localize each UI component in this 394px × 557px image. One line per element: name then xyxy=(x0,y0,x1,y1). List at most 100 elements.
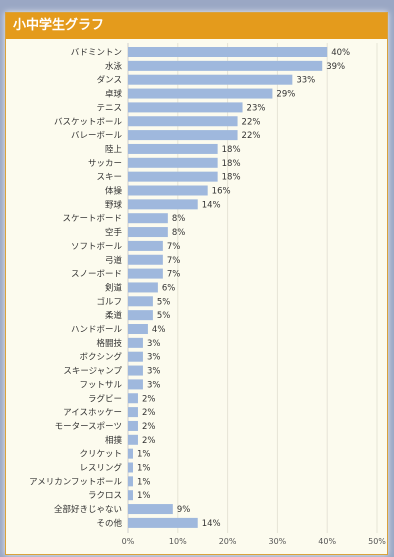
bar xyxy=(128,393,138,404)
category-label: 体操 xyxy=(105,186,123,197)
bar xyxy=(128,240,163,251)
data-label: 3% xyxy=(147,353,161,363)
data-label: 29% xyxy=(276,90,295,100)
category-label: 剣道 xyxy=(105,282,123,293)
bar xyxy=(128,324,148,334)
category-label: クリケット xyxy=(79,450,122,460)
category-label: モータースポーツ xyxy=(55,422,122,432)
data-label: 22% xyxy=(242,117,261,127)
x-tick-label: 0% xyxy=(122,537,135,546)
category-label: レスリング xyxy=(79,463,122,474)
category-label: 卓球 xyxy=(105,89,123,100)
data-label: 2% xyxy=(142,394,156,404)
bar xyxy=(128,504,173,515)
data-label: 2% xyxy=(142,436,156,446)
category-label: 柔道 xyxy=(105,310,123,321)
bar xyxy=(128,213,168,224)
data-label: 39% xyxy=(326,62,345,72)
data-label: 5% xyxy=(157,297,171,307)
data-label: 6% xyxy=(162,283,176,293)
bar xyxy=(128,130,238,141)
category-label: バスケットボール xyxy=(54,117,123,127)
data-label: 18% xyxy=(222,159,241,169)
bar xyxy=(128,296,153,307)
category-label: 全部好きじゃない xyxy=(54,504,122,515)
category-label: バレーボール xyxy=(71,131,123,141)
category-label: ラクロス xyxy=(88,491,122,501)
bar xyxy=(128,74,293,85)
data-label: 18% xyxy=(222,173,241,183)
data-label: 18% xyxy=(222,145,241,155)
data-label: 2% xyxy=(142,422,156,432)
category-label: フットサル xyxy=(79,380,122,390)
data-label: 3% xyxy=(147,367,161,377)
bar xyxy=(128,199,198,210)
data-label: 3% xyxy=(147,380,161,390)
category-label: 野球 xyxy=(105,199,123,210)
category-label: アメリカンフットボール xyxy=(29,477,122,487)
x-tick-label: 40% xyxy=(318,537,336,546)
category-label: ラグビー xyxy=(88,393,122,404)
x-tick-label: 30% xyxy=(269,537,287,546)
category-label: 格闘技 xyxy=(96,338,122,349)
x-tick-label: 10% xyxy=(169,537,187,546)
chart-card: 小中学生グラフ 0% 10% 20% 30% 40% 50% バドミントン 40% 水泳 39% ダ… xyxy=(5,12,388,555)
bar xyxy=(128,490,133,501)
bar xyxy=(128,102,243,113)
category-label: ゴルフ xyxy=(96,296,122,307)
bar xyxy=(128,171,218,182)
category-label: サッカー xyxy=(88,159,122,169)
category-label: テニス xyxy=(96,103,122,113)
category-label: ハンドボール xyxy=(71,325,123,335)
bar xyxy=(128,185,208,196)
bar xyxy=(128,227,168,238)
category-label: 水泳 xyxy=(105,61,123,72)
category-label: バドミントン xyxy=(71,48,122,58)
category-label: スケートボード xyxy=(62,214,122,224)
category-label: 相撲 xyxy=(105,435,123,446)
bar-chart: 0% 10% 20% 30% 40% 50% バドミントン 40% 水泳 39% ダンス 33% 卓球 2… xyxy=(29,43,386,546)
data-label: 1% xyxy=(137,477,151,487)
bar xyxy=(128,407,138,418)
bar xyxy=(128,88,273,99)
data-label: 14% xyxy=(202,519,221,529)
bar xyxy=(128,47,328,57)
bar xyxy=(128,462,133,473)
data-label: 7% xyxy=(167,270,181,280)
bar xyxy=(128,517,198,528)
data-label: 4% xyxy=(152,325,166,335)
bar xyxy=(128,143,218,154)
bar xyxy=(128,157,218,168)
data-label: 23% xyxy=(247,103,266,113)
category-label: ボクシング xyxy=(79,352,122,363)
bar xyxy=(128,365,143,376)
data-label: 5% xyxy=(157,311,171,321)
bar xyxy=(128,448,133,459)
x-tick-label: 20% xyxy=(219,537,237,546)
bar xyxy=(128,268,163,279)
bar xyxy=(128,351,143,362)
data-label: 1% xyxy=(137,491,151,501)
data-label: 14% xyxy=(202,200,221,210)
bar xyxy=(128,434,138,445)
bar xyxy=(128,337,143,348)
data-label: 33% xyxy=(296,76,315,86)
category-label: スキー xyxy=(96,173,122,183)
chart-title: 小中学生グラフ xyxy=(6,13,387,39)
data-label: 1% xyxy=(137,464,151,474)
bar xyxy=(128,254,163,265)
data-label: 8% xyxy=(172,214,186,224)
category-label: スキージャンプ xyxy=(63,367,122,377)
x-tick-label: 50% xyxy=(368,537,386,546)
data-label: 8% xyxy=(172,228,186,238)
data-label: 16% xyxy=(212,187,231,197)
category-label: アイスホッケー xyxy=(63,408,122,418)
data-label: 1% xyxy=(137,450,151,460)
category-label: ダンス xyxy=(97,75,122,86)
bar xyxy=(128,60,323,71)
bar xyxy=(128,282,158,293)
bar xyxy=(128,476,133,487)
data-label: 40% xyxy=(331,48,350,58)
data-label: 9% xyxy=(177,505,191,515)
data-label: 7% xyxy=(167,256,181,266)
